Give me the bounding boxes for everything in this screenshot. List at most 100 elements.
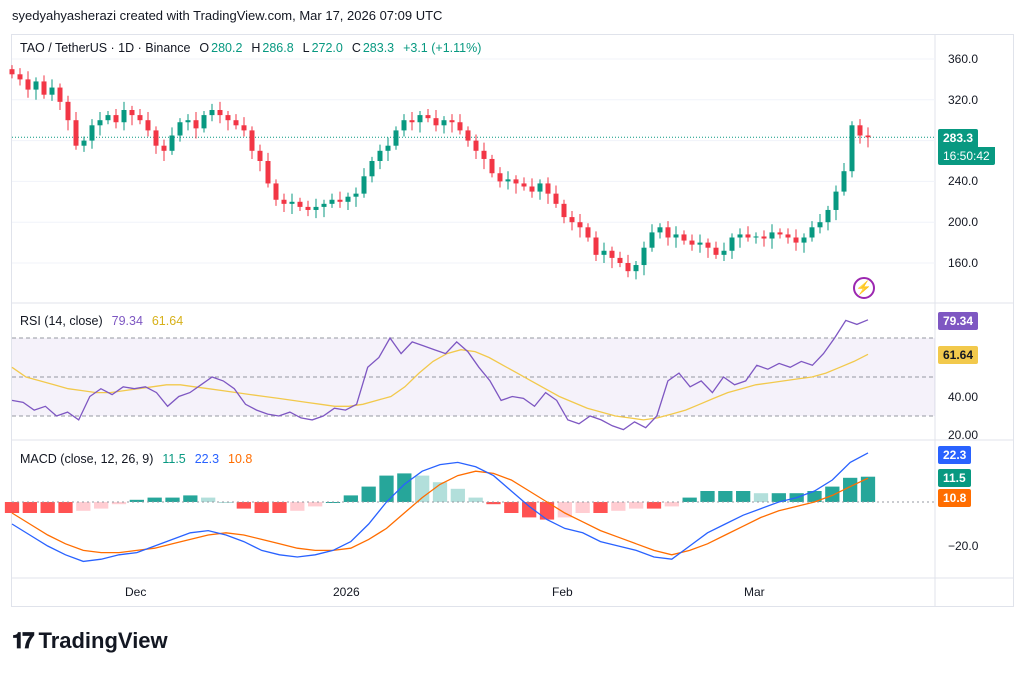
macd-histogram-bar [218, 502, 234, 503]
candle-body [729, 237, 735, 251]
macd-histogram-bar [183, 495, 198, 502]
macd-label[interactable]: MACD (close, 12, 26, 9) [20, 452, 154, 466]
candle-body [713, 247, 719, 255]
lightning-icon[interactable]: ⚡ [853, 277, 875, 299]
candle-body [401, 120, 407, 131]
close-label: C [351, 41, 361, 55]
candle-body [153, 130, 159, 146]
candle-body [361, 176, 367, 194]
candle-body [673, 234, 679, 238]
candle-body [297, 201, 303, 207]
rsi-line [11, 319, 869, 431]
candle-body [441, 120, 447, 126]
countdown-tag: 16:50:42 [938, 147, 995, 165]
candle-body [545, 183, 551, 194]
candle-body [417, 115, 423, 123]
macd-histogram-bar [736, 491, 751, 502]
candle-body [353, 193, 359, 197]
candle-body [761, 236, 767, 239]
candle-body [449, 120, 455, 123]
macd-signal-line [11, 470, 869, 556]
macd-histogram-bar [575, 502, 590, 513]
candle-body [305, 206, 311, 210]
rsi-ma-line [11, 349, 869, 421]
price-tick: 200.0 [948, 215, 979, 229]
macd-histogram-bar [522, 502, 537, 518]
macd-histogram-bar [807, 491, 822, 502]
rsi-value: 79.34 [111, 314, 143, 328]
candle-body [185, 120, 191, 123]
candle-body [505, 179, 511, 182]
candle-body [73, 120, 79, 146]
macd-histogram-bar [825, 486, 840, 502]
rsi-legend: RSI (14, close) 79.34 61.64 [20, 314, 185, 328]
macd-histogram-bar [129, 499, 144, 502]
candle-body [833, 191, 839, 210]
macd-histogram-bar [201, 497, 216, 502]
candle-body [161, 145, 167, 151]
candle-body [345, 196, 351, 202]
candle-body [489, 158, 495, 174]
rsi-ma-value: 61.64 [151, 314, 184, 328]
macd-line-value: 22.3 [194, 452, 220, 466]
candle-body [737, 234, 743, 238]
macd-histogram-bar [236, 502, 251, 509]
macd-signal-value: 10.8 [228, 452, 253, 466]
macd-histogram-bar [646, 502, 662, 509]
candle-body [769, 232, 775, 239]
macd-histogram-bar [58, 502, 73, 513]
macd-histogram-bar [4, 502, 20, 513]
macd-histogram-bar [486, 502, 501, 505]
candle-body [249, 130, 255, 151]
time-tick: Dec [125, 585, 147, 599]
macd-histogram-bar [664, 502, 679, 507]
macd-histogram-bar [111, 502, 127, 505]
candle-body [601, 250, 607, 255]
close-value: 283.3 [362, 41, 395, 55]
hist-tag: 11.5 [938, 469, 971, 487]
candle-body [105, 115, 111, 121]
rsi-label[interactable]: RSI (14, close) [20, 314, 103, 328]
candle-body [145, 120, 151, 131]
candle-body [9, 69, 15, 75]
macd-histogram-bar [343, 495, 358, 502]
candle-body [825, 209, 831, 223]
candle-body [817, 222, 823, 228]
macd-histogram-bar [272, 502, 287, 513]
candle-body [481, 150, 487, 159]
macd-histogram-bar [718, 491, 733, 502]
candle-body [57, 87, 63, 102]
rsi-tick: 40.00 [948, 390, 979, 404]
candle-body [553, 193, 559, 204]
candle-body [193, 120, 199, 129]
candle-body [625, 263, 631, 272]
macd-histogram-bar [94, 502, 109, 509]
candle-body [281, 199, 287, 204]
candle-body [369, 161, 375, 177]
price-tick: 320.0 [948, 93, 979, 107]
low-label: L [302, 41, 310, 55]
candle-body [329, 199, 335, 204]
candle-body [777, 232, 783, 235]
macd-histogram-bar [76, 502, 91, 511]
macd-hist-value: 11.5 [162, 452, 186, 466]
candle-body [721, 250, 727, 255]
macd-histogram-bar [379, 475, 394, 502]
macd-histogram-bar [753, 493, 769, 502]
macd-histogram-bar [450, 488, 465, 502]
candle-body [801, 237, 807, 243]
tradingview-logo[interactable]: 𝟏𝟕 TradingView [12, 628, 168, 654]
candle-body [177, 122, 183, 136]
macd-histogram-bar [468, 497, 483, 502]
candle-body [225, 115, 231, 121]
candle-body [577, 222, 583, 228]
macd-histogram-bar [22, 502, 37, 513]
current-price-tag: 283.3 [938, 129, 979, 147]
macd-histogram-bar [593, 502, 608, 513]
macd-histogram-bar [860, 476, 876, 502]
macd-histogram-bar [290, 502, 305, 511]
symbol-label[interactable]: TAO / TetherUS · 1D · Binance [20, 41, 191, 55]
candle-body [617, 257, 623, 263]
macd-histogram-bar [557, 502, 572, 518]
